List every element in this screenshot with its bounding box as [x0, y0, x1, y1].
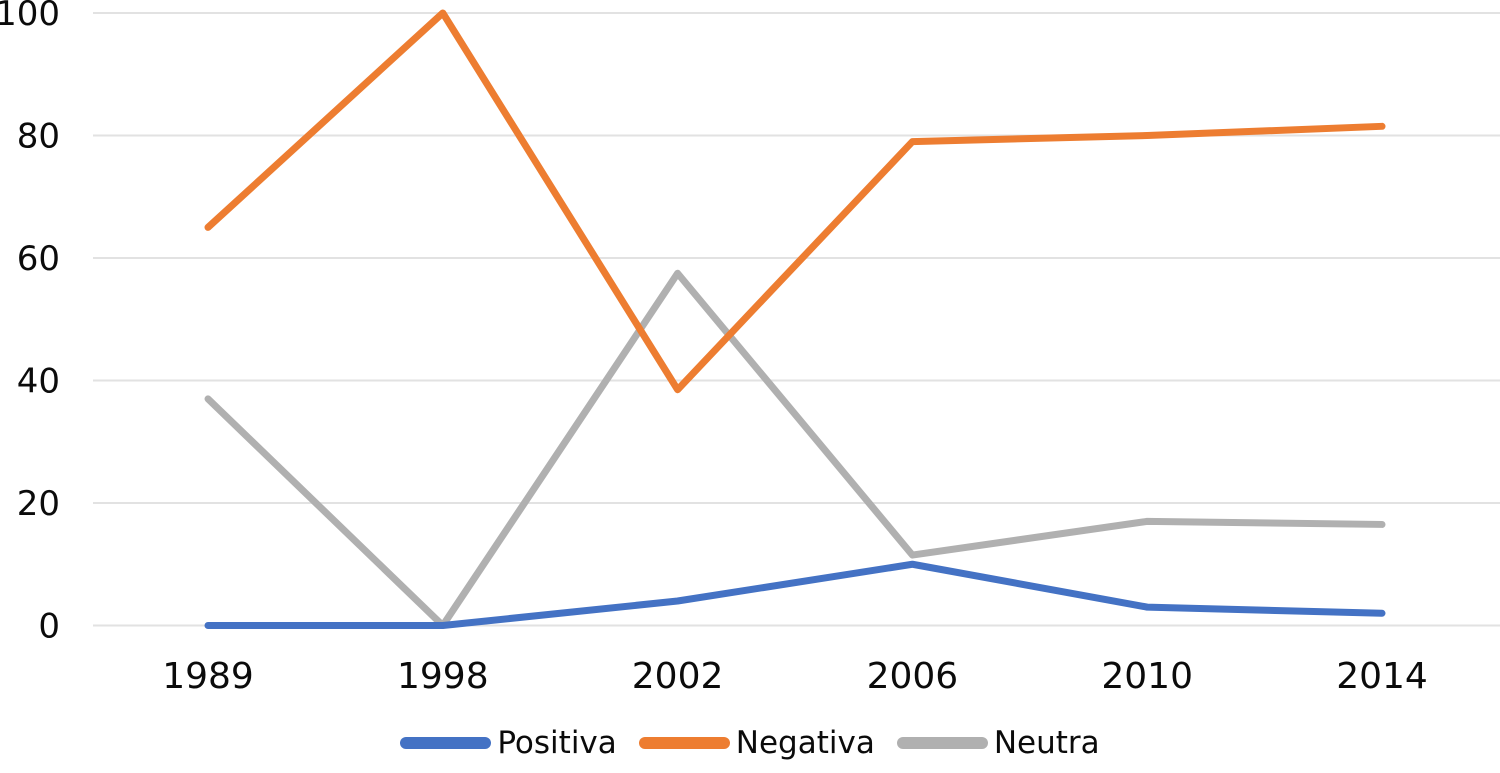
y-axis-tick-60: 60	[17, 239, 60, 279]
legend-swatch-negativa-icon	[638, 737, 730, 750]
legend-label-negativa: Negativa	[735, 725, 875, 761]
y-axis-tick-20: 20	[17, 484, 60, 524]
legend-swatch-neutra-icon	[896, 737, 988, 750]
x-axis-label-2010: 2010	[1101, 656, 1193, 697]
x-axis-label-2002: 2002	[632, 656, 724, 697]
x-axis-label-2006: 2006	[867, 656, 959, 697]
y-axis-tick-80: 80	[17, 117, 60, 157]
y-axis-tick-40: 40	[17, 362, 60, 402]
legend-label-positiva: Positiva	[497, 725, 617, 761]
legend-item-positiva: Positiva	[400, 725, 617, 761]
legend-label-neutra: Neutra	[993, 725, 1100, 761]
x-axis-label-1998: 1998	[397, 656, 489, 697]
y-axis-tick-100: 100	[0, 0, 60, 34]
legend-swatch-positiva-icon	[400, 737, 492, 750]
x-axis-label-1989: 1989	[162, 656, 254, 697]
legend-item-negativa: Negativa	[638, 725, 875, 761]
chart-legend: Positiva Negativa Neutra	[0, 726, 1500, 760]
x-axis-label-2014: 2014	[1336, 656, 1428, 697]
series-line-negativa	[204, 9, 1386, 394]
series-line-neutra	[204, 269, 1386, 629]
series-line-positiva	[204, 560, 1386, 629]
y-axis-tick-0: 0	[38, 607, 60, 647]
legend-item-neutra: Neutra	[896, 725, 1100, 761]
